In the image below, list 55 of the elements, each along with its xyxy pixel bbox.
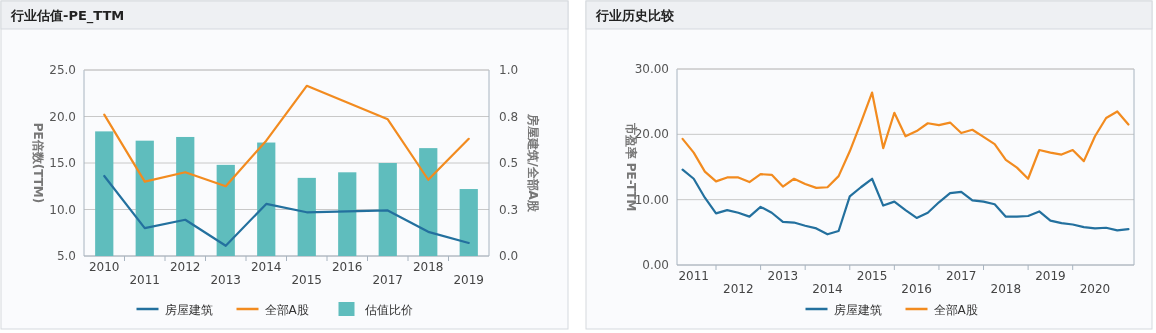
legend-label: 估值比价 <box>363 303 413 317</box>
y2-axis-title: 房屋建筑/全部A股 <box>526 113 540 213</box>
bar <box>297 177 316 256</box>
x-tick-label: 2019 <box>453 273 485 287</box>
line-series <box>681 168 1130 236</box>
x-tick-label: 2011 <box>678 269 709 283</box>
x-tick-label: 2014 <box>250 260 282 274</box>
y2-tick-label: 0.3 <box>499 202 519 217</box>
y-tick-label: 5.0 <box>56 249 76 263</box>
x-tick-label: 2016 <box>331 260 363 274</box>
y-tick-label: 0.00 <box>642 258 669 272</box>
chart-title: 行业估值-PE_TTM <box>10 8 125 24</box>
x-tick-label: 2013 <box>210 273 242 287</box>
legend-label: 房屋建筑 <box>164 303 213 317</box>
bar <box>176 136 195 256</box>
y2-tick-label: 0.5 <box>499 156 519 170</box>
x-tick-label: 2011 <box>129 273 161 287</box>
x-tick-label: 2015 <box>856 269 888 283</box>
line-series <box>103 84 470 188</box>
x-tick-label: 2013 <box>767 269 799 283</box>
y-tick-label: 15.0 <box>49 156 76 170</box>
x-tick-label: 2020 <box>1079 282 1111 296</box>
line-series <box>681 91 1130 190</box>
bar <box>459 189 478 256</box>
y-tick-label: 10.0 <box>49 202 76 217</box>
x-tick-label: 2016 <box>901 282 932 296</box>
chart-title: 行业历史比较 <box>595 8 675 23</box>
y2-tick-label: 0.8 <box>499 109 519 124</box>
x-tick-label: 2015 <box>291 273 323 287</box>
bar <box>216 164 235 256</box>
y2-tick-label: 1.0 <box>499 63 519 77</box>
x-tick-label: 2018 <box>412 260 444 274</box>
y2-tick-label: 0.0 <box>499 249 519 263</box>
y-tick-label: 30.00 <box>634 62 669 76</box>
x-tick-label: 2019 <box>1035 269 1066 283</box>
bar <box>378 163 397 256</box>
legend-label: 房屋建筑 <box>833 303 882 317</box>
x-tick-label: 2014 <box>812 282 843 296</box>
y-axis-title: PE倍数(TTM) <box>31 122 45 204</box>
line-series <box>103 174 470 247</box>
bar <box>135 140 154 256</box>
bar <box>95 131 114 256</box>
bar <box>338 172 357 256</box>
bar <box>257 142 276 256</box>
legend-label: 全部A股 <box>933 303 978 317</box>
x-tick-label: 2012 <box>169 260 201 274</box>
x-tick-label: 2017 <box>945 269 977 283</box>
legend-label: 全部A股 <box>264 303 309 317</box>
x-tick-label: 2010 <box>88 260 120 274</box>
x-tick-label: 2012 <box>723 282 754 296</box>
x-tick-label: 2017 <box>372 273 404 287</box>
y-tick-label: 25.0 <box>49 63 76 77</box>
x-tick-label: 2018 <box>990 282 1022 296</box>
y-tick-label: 20.0 <box>49 109 76 124</box>
bar <box>419 148 438 256</box>
